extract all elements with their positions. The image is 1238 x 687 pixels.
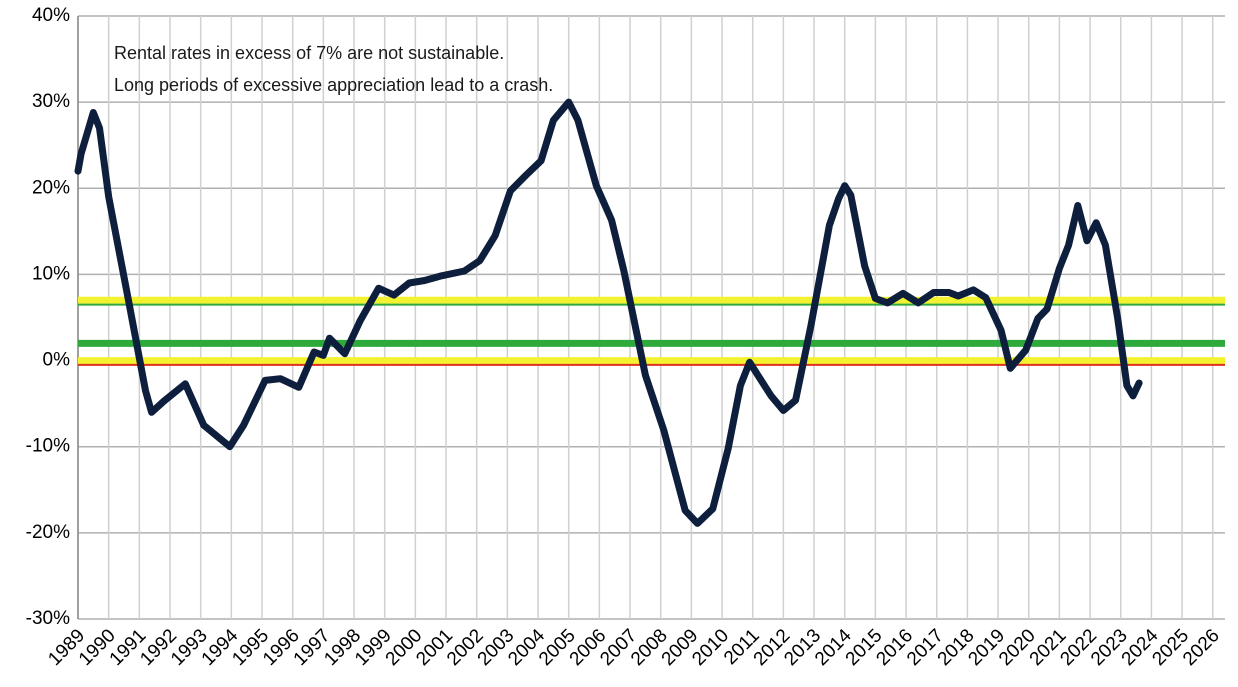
y-tick-label: 30% [32,91,70,112]
y-tick-label: 20% [32,177,70,198]
reference-lines [78,296,1225,366]
grid [77,15,1225,620]
y-tick-label: 40% [32,5,70,26]
y-tick-label: -20% [26,522,70,543]
y-tick-label: -10% [26,436,70,457]
series [74,98,1143,527]
y-tick-label: 10% [32,263,70,284]
annotation: Rental rates in excess of 7% are not sus… [114,43,504,63]
y-tick-label: -30% [26,608,70,629]
series-line [74,98,1143,527]
annotation: Long periods of excessive appreciation l… [114,75,553,95]
y-tick-label: 0% [43,350,71,371]
labels: -30%-20%-10%0%10%20%30%40%19891990199119… [26,5,1224,670]
x-tick-label: 2026 [1179,625,1224,670]
